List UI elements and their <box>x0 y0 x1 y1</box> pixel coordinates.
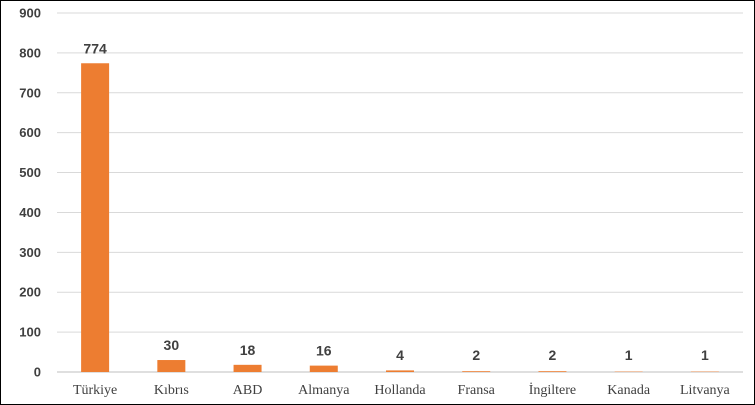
data-label: 30 <box>164 337 180 353</box>
x-tick-label: Fransa <box>458 383 496 398</box>
gridlines <box>57 12 743 373</box>
y-tick-label: 100 <box>19 325 41 340</box>
bar <box>233 364 262 372</box>
x-tick-label: Kıbrıs <box>154 383 189 398</box>
data-label: 18 <box>240 342 256 358</box>
data-label: 1 <box>625 347 633 363</box>
x-tick-label: ABD <box>233 383 263 398</box>
x-axis: Türkiye Kıbrıs ABD Almanya Hollanda Fransa İng… <box>73 382 731 398</box>
data-label: 2 <box>549 347 557 363</box>
y-tick-label: 700 <box>19 85 41 100</box>
y-axis: 0 100 200 300 400 500 600 700 800 900 <box>19 6 41 380</box>
y-tick-label: 200 <box>19 285 41 300</box>
bar <box>81 63 110 372</box>
x-tick-label: Hollanda <box>374 383 426 398</box>
data-label: 2 <box>472 347 480 363</box>
x-tick-label: İngiltere <box>529 382 576 398</box>
data-label: 1 <box>701 347 709 363</box>
data-labels: 774 30 18 16 4 2 2 1 1 <box>83 40 709 363</box>
data-label: 16 <box>316 343 332 359</box>
bars <box>81 63 719 372</box>
bar <box>462 371 491 372</box>
y-tick-label: 400 <box>19 205 41 220</box>
bar <box>538 371 567 372</box>
x-tick-label: Litvanya <box>680 383 731 398</box>
y-tick-label: 500 <box>19 165 41 180</box>
y-tick-label: 0 <box>34 365 41 380</box>
y-tick-label: 600 <box>19 125 41 140</box>
x-tick-label: Türkiye <box>73 383 117 398</box>
y-tick-label: 900 <box>19 6 41 21</box>
bar <box>386 370 414 372</box>
x-tick-label: Almanya <box>298 383 350 398</box>
data-label: 774 <box>83 40 107 56</box>
x-tick-label: Kanada <box>607 383 651 398</box>
y-tick-label: 300 <box>19 245 41 260</box>
bar <box>309 365 338 372</box>
y-tick-label: 800 <box>19 45 41 60</box>
bar <box>157 360 186 372</box>
data-label: 4 <box>396 347 404 363</box>
